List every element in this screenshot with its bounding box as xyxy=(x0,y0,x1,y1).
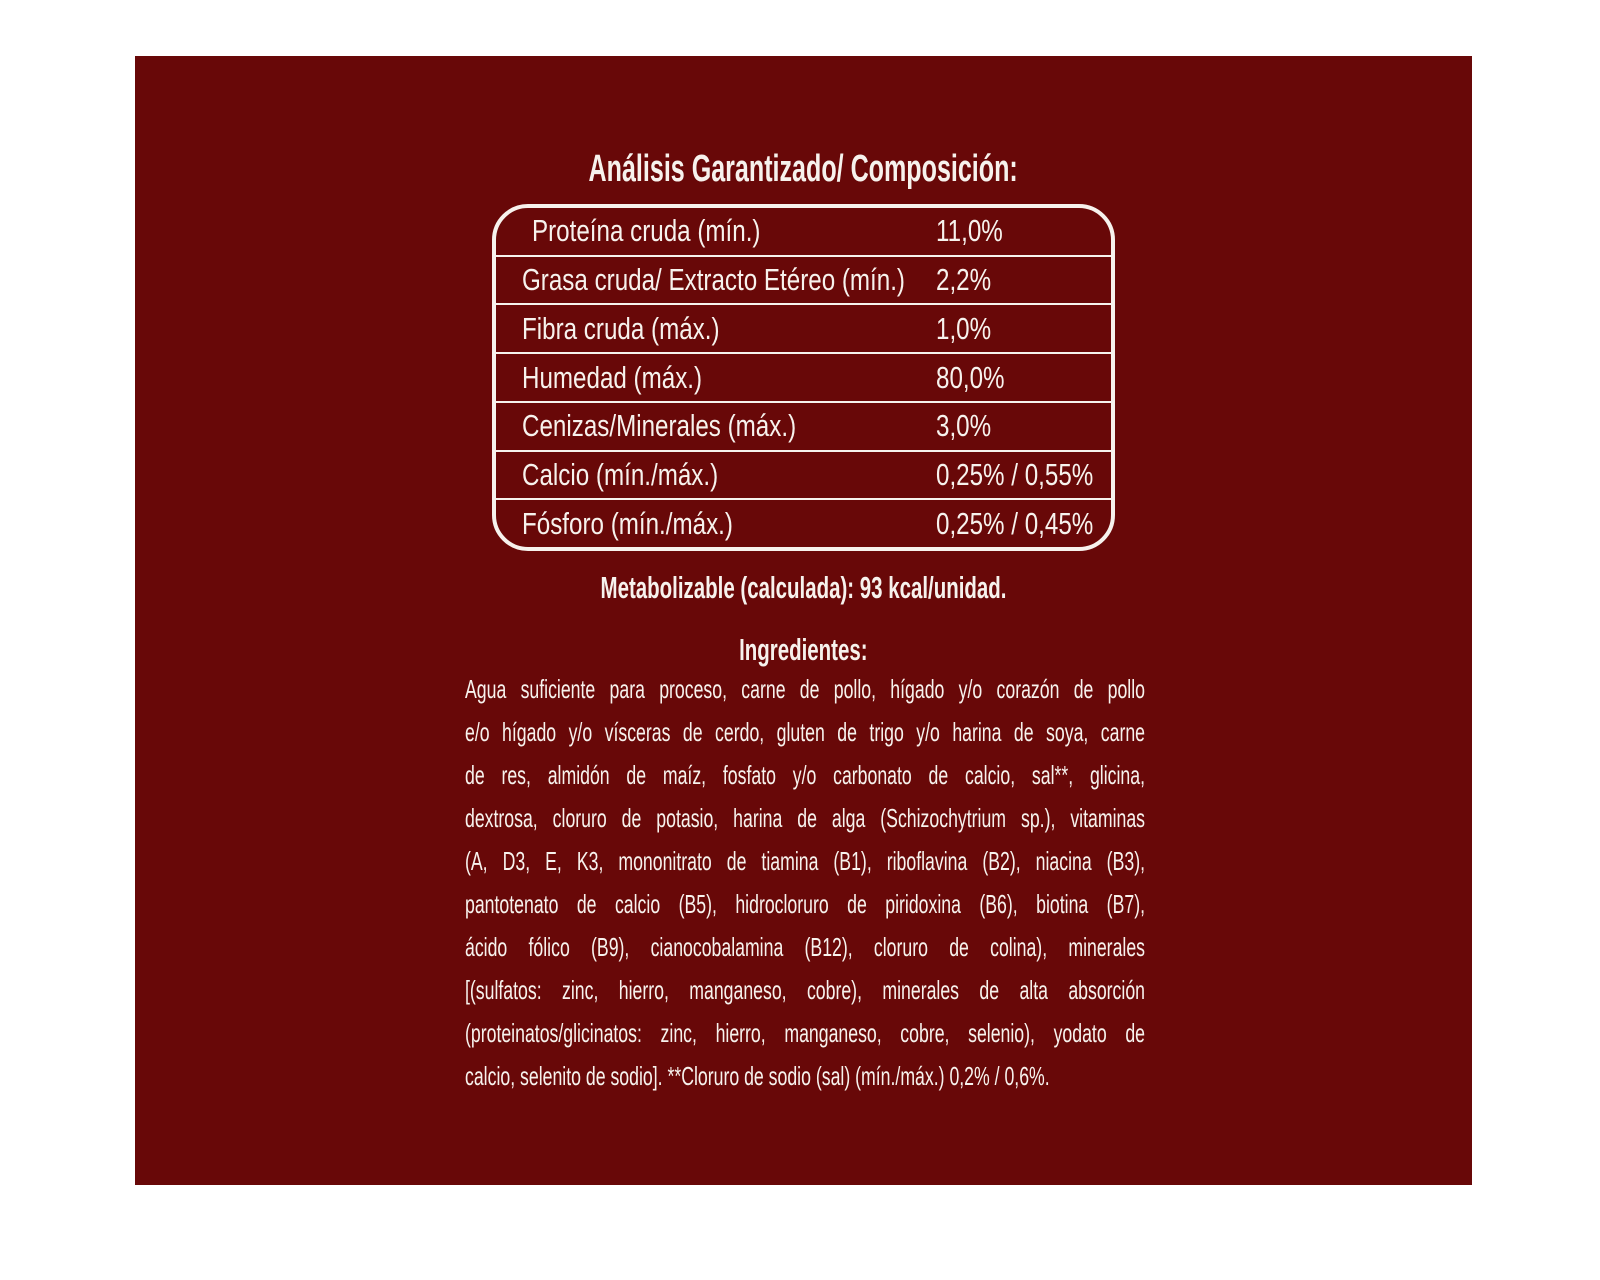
nutrient-label: Cenizas/Minerales (máx.) xyxy=(522,408,797,444)
nutrient-label: Fibra cruda (máx.) xyxy=(522,310,720,346)
nutrient-label: Humedad (máx.) xyxy=(522,359,703,395)
ingredients-line: dextrosa, cloruro de potasio, harina de … xyxy=(465,803,1145,833)
energy-line-row: Metabolizable (calculada): 93 kcal/unida… xyxy=(135,568,1472,608)
ingredients-line: (proteinatos/glicinatos: zinc, hierro, m… xyxy=(465,1018,1145,1048)
table-row: Fósforo (mín./máx.) 0,25% / 0,45% xyxy=(496,500,1111,547)
table-row: Fibra cruda (máx.) 1,0% xyxy=(496,305,1111,355)
table-row: Cenizas/Minerales (máx.) 3,0% xyxy=(496,403,1111,452)
nutrient-label: Calcio (mín./máx.) xyxy=(522,456,719,492)
nutrient-label: Grasa cruda/ Extracto Etéreo (mín.) xyxy=(522,262,905,298)
ingredients-line: e/o hígado y/o vísceras de cerdo, gluten… xyxy=(465,717,1145,747)
nutrient-value: 1,0% xyxy=(936,310,992,346)
ingredients-line: calcio, selenito de sodio]. **Cloruro de… xyxy=(465,1061,1050,1091)
ingredients-heading: Ingredientes: xyxy=(739,632,868,667)
analysis-title-row: Análisis Garantizado/ Composición: xyxy=(135,148,1472,190)
nutrient-value: 0,25% / 0,45% xyxy=(936,505,1094,541)
nutrient-value: 11,0% xyxy=(936,213,1003,249)
ingredients-line: Agua suficiente para proceso, carne de p… xyxy=(465,674,1145,704)
nutrient-label: Fósforo (mín./máx.) xyxy=(522,505,733,541)
nutrient-label: Proteína cruda (mín.) xyxy=(532,213,761,249)
nutrient-value: 3,0% xyxy=(936,408,992,444)
metabolizable-energy-line: Metabolizable (calculada): 93 kcal/unida… xyxy=(600,570,1007,605)
table-row: Proteína cruda (mín.) 11,0% xyxy=(496,208,1111,257)
table-row: Grasa cruda/ Extracto Etéreo (mín.) 2,2% xyxy=(496,257,1111,306)
nutrient-value: 2,2% xyxy=(936,262,992,298)
ingredients-line: ácido fólico (B9), cianocobalamina (B12)… xyxy=(465,932,1145,962)
ingredients-line: de res, almidón de maíz, fosfato y/o car… xyxy=(465,760,1145,790)
ingredients-line: pantotenato de calcio (B5), hidrocloruro… xyxy=(465,889,1145,919)
table-row: Humedad (máx.) 80,0% xyxy=(496,354,1111,403)
ingredients-line: [(sulfatos: zinc, hierro, manganeso, cob… xyxy=(465,975,1145,1005)
nutrient-value: 80,0% xyxy=(936,359,1005,395)
ingredients-paragraph: Agua suficiente para proceso, carne de p… xyxy=(465,668,1145,1098)
table-row: Calcio (mín./máx.) 0,25% / 0,55% xyxy=(496,452,1111,501)
ingredients-heading-row: Ingredientes: xyxy=(135,630,1472,670)
ingredients-line: (A, D3, E, K3, mononitrato de tiamina (B… xyxy=(465,846,1145,876)
nutrition-label-panel: Análisis Garantizado/ Composición: Prote… xyxy=(135,56,1472,1185)
guaranteed-analysis-table: Proteína cruda (mín.) 11,0% Grasa cruda/ E… xyxy=(492,204,1115,551)
analysis-title: Análisis Garantizado/ Composición: xyxy=(588,148,1019,190)
nutrient-value: 0,25% / 0,55% xyxy=(936,456,1094,492)
